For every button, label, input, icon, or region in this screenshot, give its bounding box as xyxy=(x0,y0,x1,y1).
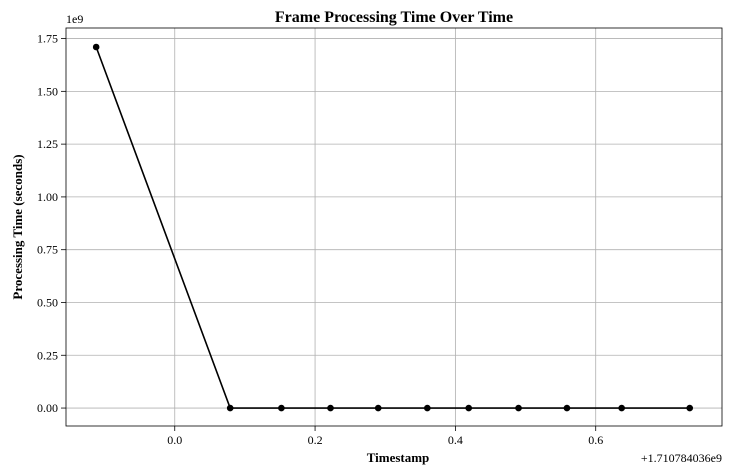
plot-area xyxy=(65,27,723,427)
data-point xyxy=(465,404,473,412)
x-tick-label: 0.6 xyxy=(588,433,603,447)
y-tick-label: 1.50 xyxy=(37,84,58,98)
data-point xyxy=(563,404,571,412)
y-tick-label: 0.00 xyxy=(37,401,58,415)
y-tick-label: 0.25 xyxy=(37,348,58,362)
x-tick-label: 0.4 xyxy=(448,433,463,447)
data-point xyxy=(618,404,625,412)
x-tick-label: 0.2 xyxy=(308,433,323,447)
series xyxy=(92,43,694,412)
axis-ticks: 0.0 0.2 0.4 0.6 0.00 0.25 0.50 0.75 1.00 1.25 1.50… xyxy=(37,32,603,447)
grid xyxy=(66,28,722,426)
y-tick-label: 1.75 xyxy=(37,32,58,46)
data-point xyxy=(374,404,382,412)
data-point xyxy=(327,404,334,412)
data-point xyxy=(226,404,234,412)
y-tick-label: 0.50 xyxy=(37,295,58,309)
data-point xyxy=(278,404,285,412)
data-point xyxy=(686,404,694,412)
data-point xyxy=(515,404,522,412)
x-axis-label: Timestamp xyxy=(367,450,430,465)
data-point xyxy=(92,43,100,51)
y-tick-label: 0.75 xyxy=(37,243,58,257)
y-axis-label: Processing Time (seconds) xyxy=(10,154,25,299)
y-tick-label: 1.25 xyxy=(37,137,58,151)
x-tick-label: 0.0 xyxy=(167,433,182,447)
chart-title: Frame Processing Time Over Time xyxy=(275,9,513,26)
x-offset-label: +1.710784036e9 xyxy=(641,451,722,465)
y-tick-label: 1.00 xyxy=(37,190,58,204)
series-line xyxy=(95,46,690,409)
data-point xyxy=(424,404,431,412)
y-scale-label: 1e9 xyxy=(66,12,83,26)
